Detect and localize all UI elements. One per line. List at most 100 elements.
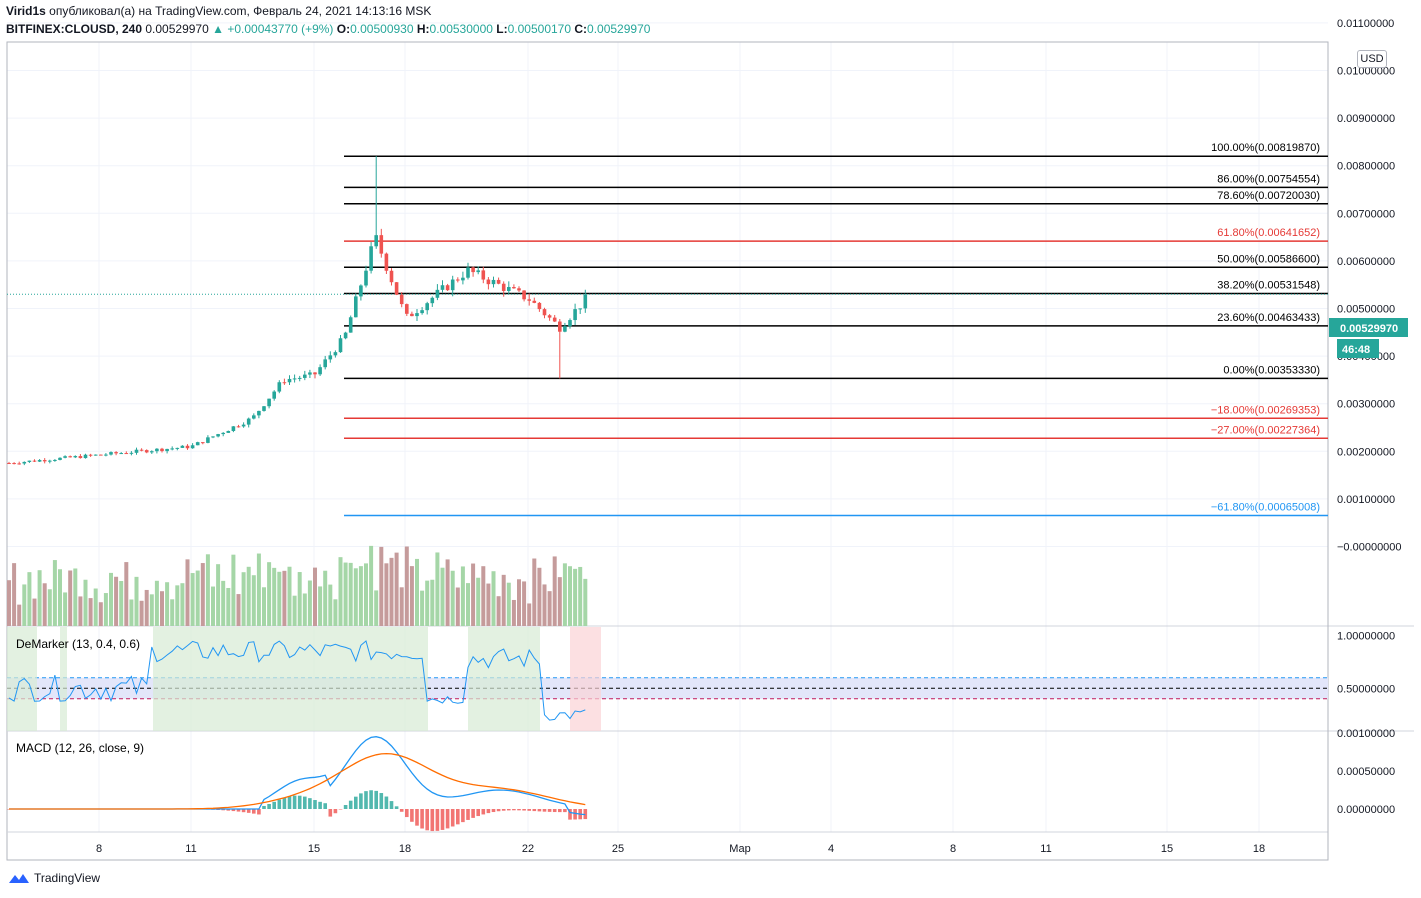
macd-histogram-bar bbox=[537, 809, 542, 812]
candle-body bbox=[379, 235, 384, 254]
macd-histogram-bar bbox=[292, 795, 297, 809]
fib-label: 61.80%(0.00641652) bbox=[1217, 227, 1320, 239]
volume-bar bbox=[307, 580, 312, 626]
countdown-badge-bg bbox=[1337, 339, 1379, 358]
candle-body bbox=[573, 309, 577, 321]
macd-histogram-bar bbox=[246, 809, 251, 813]
candle-body bbox=[532, 300, 537, 303]
volume-bar bbox=[236, 594, 241, 626]
demarker-title: DeMarker (13, 0.4, 0.6) bbox=[16, 637, 140, 651]
macd-histogram-bar bbox=[522, 809, 526, 811]
candle-body bbox=[68, 456, 72, 458]
countdown-badge: 46:48 bbox=[1342, 344, 1370, 356]
volume-bar bbox=[180, 583, 185, 626]
price-axis-label: 0.00100000 bbox=[1337, 494, 1395, 506]
fibonacci-levels: 100.00%(0.00819870) 86.00%(0.00754554) 78.… bbox=[7, 142, 1328, 517]
volume-bar bbox=[221, 580, 226, 626]
demarker-zone bbox=[60, 627, 67, 731]
candle-body bbox=[583, 294, 588, 309]
demarker-axis-label: 0.50000000 bbox=[1337, 683, 1395, 695]
volume-bar bbox=[318, 586, 323, 626]
macd-histogram-bar bbox=[277, 799, 282, 809]
time-axis-label: 25 bbox=[612, 843, 624, 855]
candle-body bbox=[12, 463, 16, 465]
macd-histogram-bar bbox=[450, 809, 455, 827]
candle-body bbox=[185, 445, 190, 449]
volume-bar bbox=[338, 557, 343, 626]
candle-body bbox=[150, 451, 154, 453]
candle-body bbox=[93, 454, 98, 456]
volume-bar bbox=[98, 602, 103, 626]
candle-body bbox=[476, 270, 480, 273]
time-axis-label: 4 bbox=[828, 843, 834, 855]
volume-bar bbox=[73, 568, 78, 626]
volume-bar bbox=[22, 584, 27, 626]
volume-bar bbox=[211, 586, 215, 626]
volume-bar bbox=[93, 588, 98, 626]
macd-histogram-bar bbox=[328, 809, 333, 817]
volume-bar bbox=[160, 591, 164, 626]
volume-bar bbox=[47, 589, 52, 626]
volume-bar bbox=[226, 587, 231, 626]
candle-body bbox=[221, 432, 225, 435]
demarker-zone bbox=[570, 627, 601, 731]
macd-histogram-bar bbox=[262, 805, 266, 809]
candle-body bbox=[160, 448, 164, 452]
candle-body bbox=[297, 377, 302, 379]
time-axis-label: 15 bbox=[308, 843, 320, 855]
macd-histogram-bar bbox=[338, 809, 343, 810]
close-value: 0.00529970 bbox=[587, 22, 651, 36]
volume-bar bbox=[369, 545, 374, 626]
volume-bar bbox=[425, 580, 430, 626]
macd-histogram-bar bbox=[542, 809, 547, 812]
macd-histogram-bar bbox=[491, 809, 496, 813]
volume-bar bbox=[420, 590, 425, 626]
candle-body bbox=[48, 460, 52, 462]
candle-body bbox=[252, 415, 256, 419]
volume-bar bbox=[277, 571, 282, 626]
volume-bar bbox=[491, 571, 496, 626]
price-axis-label: 0.00200000 bbox=[1337, 446, 1395, 458]
macd-histogram-bar bbox=[527, 809, 531, 811]
macd-histogram-bar bbox=[241, 809, 246, 813]
signal-line bbox=[9, 752, 586, 810]
fib-label: 100.00%(0.00819870) bbox=[1211, 142, 1320, 154]
volume-bar bbox=[302, 593, 307, 626]
volume-bar bbox=[364, 563, 368, 626]
candle-body bbox=[190, 445, 195, 449]
volume-bar bbox=[557, 577, 562, 626]
candle-body bbox=[114, 452, 118, 454]
candle-body bbox=[99, 454, 103, 456]
candle-body bbox=[430, 297, 435, 304]
currency-button[interactable]: USD bbox=[1357, 50, 1387, 68]
macd-histogram-bar bbox=[517, 809, 521, 811]
candle-body bbox=[308, 372, 312, 375]
fib-label: 50.00%(0.00586600) bbox=[1217, 253, 1320, 265]
open-label: O: bbox=[336, 22, 351, 36]
volume-bars bbox=[7, 545, 588, 626]
volume-bar bbox=[573, 568, 578, 626]
candle-body bbox=[445, 285, 450, 291]
macd-histogram-bar bbox=[308, 798, 312, 809]
macd-indicator bbox=[7, 736, 588, 832]
macd-title: MACD (12, 26, close, 9) bbox=[16, 741, 144, 755]
macd-axis-label: 0.00050000 bbox=[1337, 766, 1395, 778]
macd-histogram-bar bbox=[405, 809, 409, 818]
macd-histogram-bar bbox=[272, 801, 276, 809]
macd-histogram-bar bbox=[394, 806, 399, 809]
macd-histogram-bar bbox=[558, 809, 562, 813]
axes: 0.01100000 0.01000000 0.00900000 0.00800000… bbox=[96, 18, 1402, 855]
volume-bar bbox=[379, 546, 384, 626]
footer-brand[interactable]: TradingView bbox=[8, 871, 100, 885]
author-name[interactable]: Virid1s bbox=[6, 4, 46, 18]
candle-body bbox=[42, 460, 47, 462]
candle-body bbox=[53, 459, 57, 461]
volume-bar bbox=[241, 572, 246, 626]
macd-histogram-bar bbox=[435, 809, 440, 831]
candle-body bbox=[471, 267, 475, 273]
price-axis-label: −0.00000000 bbox=[1337, 542, 1402, 554]
macd-axis-label: 0.00100000 bbox=[1337, 728, 1395, 740]
macd-histogram-bar bbox=[476, 809, 480, 817]
volume-bar bbox=[262, 587, 266, 626]
